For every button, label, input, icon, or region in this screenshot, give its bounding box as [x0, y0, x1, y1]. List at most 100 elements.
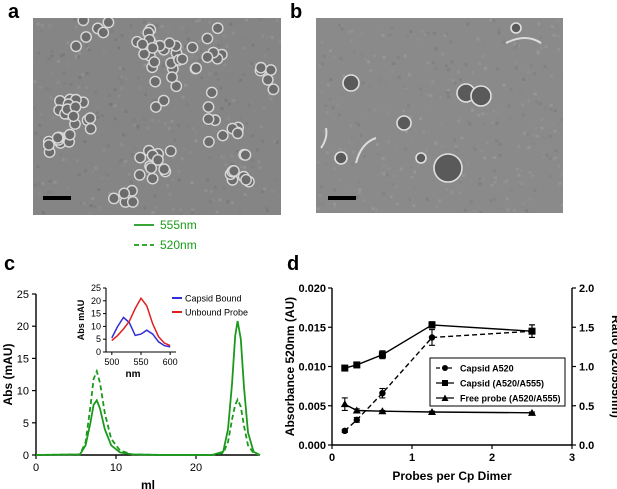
- noise-speck: [257, 208, 261, 212]
- noise-speck: [350, 162, 354, 166]
- noise-speck: [274, 74, 278, 78]
- noise-speck: [55, 27, 59, 31]
- noise-speck: [85, 71, 89, 75]
- noise-speck: [139, 31, 143, 35]
- noise-speck: [208, 154, 212, 158]
- noise-speck: [498, 142, 502, 146]
- noise-speck: [226, 200, 230, 204]
- noise-speck: [357, 123, 361, 127]
- noise-speck: [194, 139, 198, 143]
- noise-speck: [562, 89, 563, 93]
- y-tick-label: 0: [23, 450, 29, 462]
- noise-speck: [478, 177, 482, 181]
- noise-speck: [101, 114, 105, 118]
- noise-speck: [245, 122, 249, 125]
- noise-speck: [160, 24, 164, 28]
- noise-speck: [457, 119, 461, 123]
- noise-speck: [142, 92, 146, 96]
- noise-speck: [551, 25, 554, 29]
- noise-speck: [549, 74, 553, 78]
- noise-speck: [185, 30, 189, 34]
- noise-speck: [548, 175, 552, 179]
- panel-label-c: c: [4, 253, 16, 275]
- noise-speck: [375, 143, 379, 147]
- capsid-particle: [231, 127, 244, 140]
- capsid-particle: [163, 37, 176, 50]
- capsid-particle: [97, 26, 110, 39]
- capsid-particle: [261, 73, 274, 86]
- noise-speck: [129, 24, 133, 28]
- noise-speck: [338, 179, 342, 183]
- noise-speck: [446, 88, 450, 92]
- noise-speck: [237, 101, 241, 105]
- noise-speck: [376, 171, 380, 174]
- noise-speck: [172, 207, 175, 211]
- noise-speck: [553, 33, 557, 37]
- noise-speck: [90, 141, 93, 145]
- noise-speck: [39, 29, 43, 33]
- noise-speck: [545, 153, 549, 157]
- noise-speck: [551, 121, 555, 125]
- noise-speck: [64, 174, 67, 178]
- noise-speck: [240, 165, 244, 169]
- noise-speck: [235, 149, 239, 153]
- data-point-circle: [341, 427, 348, 435]
- noise-speck: [518, 181, 521, 184]
- aggregate-particle: [510, 22, 522, 34]
- data-point-square: [428, 321, 436, 329]
- noise-speck: [453, 81, 457, 85]
- noise-speck: [102, 51, 106, 55]
- noise-speck: [218, 198, 222, 202]
- data-point-square: [528, 327, 536, 335]
- capsid-particle: [164, 145, 177, 158]
- noise-speck: [92, 204, 96, 208]
- noise-speck: [180, 213, 183, 215]
- noise-speck: [531, 174, 535, 178]
- noise-speck: [434, 47, 438, 51]
- noise-speck: [474, 167, 478, 171]
- noise-speck: [37, 182, 41, 186]
- noise-speck: [317, 94, 321, 97]
- noise-speck: [263, 54, 267, 58]
- noise-speck: [386, 140, 390, 144]
- noise-speck: [520, 169, 524, 172]
- noise-speck: [322, 129, 326, 133]
- capsid-particle: [84, 122, 97, 135]
- noise-speck: [49, 96, 53, 100]
- x-tick-label: 20: [190, 462, 202, 474]
- data-point-triangle: [428, 408, 436, 416]
- noise-speck: [62, 158, 66, 161]
- noise-speck: [391, 61, 395, 65]
- noise-speck: [100, 176, 104, 180]
- noise-speck: [447, 90, 451, 94]
- noise-speck: [113, 88, 117, 92]
- noise-speck: [197, 39, 201, 43]
- noise-speck: [161, 65, 165, 68]
- noise-speck: [408, 128, 411, 132]
- noise-speck: [89, 204, 93, 208]
- noise-speck: [33, 80, 37, 84]
- noise-speck: [518, 152, 522, 155]
- noise-speck: [390, 26, 394, 30]
- noise-speck: [471, 108, 474, 112]
- noise-speck: [65, 157, 69, 161]
- noise-speck: [400, 184, 404, 187]
- x-tick-label: 10: [110, 462, 122, 474]
- noise-speck: [505, 179, 509, 183]
- noise-speck: [47, 57, 51, 61]
- noise-speck: [561, 193, 563, 197]
- noise-speck: [542, 136, 546, 140]
- noise-speck: [360, 133, 363, 137]
- noise-speck: [121, 163, 125, 167]
- noise-speck: [231, 201, 235, 205]
- noise-speck: [167, 127, 171, 131]
- noise-speck: [83, 140, 87, 144]
- noise-speck: [367, 108, 371, 112]
- noise-speck: [238, 211, 242, 215]
- noise-speck: [521, 103, 525, 107]
- noise-speck: [320, 90, 324, 94]
- noise-speck: [502, 28, 506, 32]
- filament-artifact: [505, 37, 542, 44]
- inset-legend-label-Capsid Bound: Capsid Bound: [185, 294, 242, 304]
- noise-speck: [420, 93, 424, 97]
